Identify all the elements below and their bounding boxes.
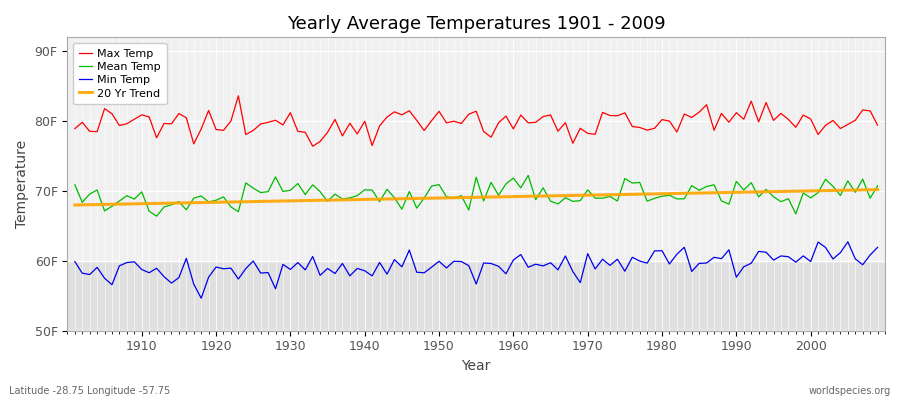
Min Temp — [508, 258, 518, 262]
20 Yr Trend — [598, 192, 608, 197]
Text: Latitude -28.75 Longitude -57.75: Latitude -28.75 Longitude -57.75 — [9, 386, 170, 396]
Mean Temp — [516, 186, 526, 190]
Y-axis label: Temperature: Temperature — [15, 140, 29, 228]
Mean Temp — [300, 192, 310, 197]
20 Yr Trend — [872, 187, 883, 192]
Max Temp — [516, 113, 526, 118]
20 Yr Trend — [129, 202, 140, 206]
Line: 20 Yr Trend: 20 Yr Trend — [75, 190, 878, 205]
Min Temp — [300, 268, 310, 272]
Mean Temp — [872, 184, 883, 188]
20 Yr Trend — [508, 194, 518, 199]
Line: Max Temp: Max Temp — [75, 96, 878, 146]
Max Temp — [523, 120, 534, 125]
Mean Temp — [508, 176, 518, 180]
Min Temp — [69, 259, 80, 264]
X-axis label: Year: Year — [462, 359, 490, 373]
20 Yr Trend — [69, 202, 80, 207]
Max Temp — [307, 144, 318, 149]
Max Temp — [69, 126, 80, 131]
Max Temp — [352, 132, 363, 136]
Min Temp — [516, 252, 526, 257]
Min Temp — [196, 296, 207, 301]
Title: Yearly Average Temperatures 1901 - 2009: Yearly Average Temperatures 1901 - 2009 — [287, 15, 665, 33]
Max Temp — [612, 113, 623, 118]
Text: worldspecies.org: worldspecies.org — [809, 386, 891, 396]
Max Temp — [129, 117, 140, 122]
Mean Temp — [151, 214, 162, 218]
20 Yr Trend — [500, 194, 511, 199]
Mean Temp — [69, 182, 80, 187]
Max Temp — [300, 130, 310, 135]
Max Temp — [872, 123, 883, 128]
Bar — [68, 37, 885, 261]
Min Temp — [842, 240, 853, 244]
Legend: Max Temp, Mean Temp, Min Temp, 20 Yr Trend: Max Temp, Mean Temp, Min Temp, 20 Yr Tre… — [73, 43, 166, 104]
Mean Temp — [345, 196, 356, 200]
Bar — [68, 261, 885, 331]
Min Temp — [345, 274, 356, 278]
Line: Mean Temp: Mean Temp — [75, 176, 878, 216]
Min Temp — [872, 245, 883, 250]
Mean Temp — [523, 173, 534, 178]
Min Temp — [129, 260, 140, 264]
Mean Temp — [612, 199, 623, 204]
Min Temp — [605, 263, 616, 268]
Max Temp — [233, 94, 244, 98]
Mean Temp — [129, 197, 140, 202]
20 Yr Trend — [292, 198, 303, 203]
Line: Min Temp: Min Temp — [75, 242, 878, 298]
20 Yr Trend — [337, 198, 347, 202]
